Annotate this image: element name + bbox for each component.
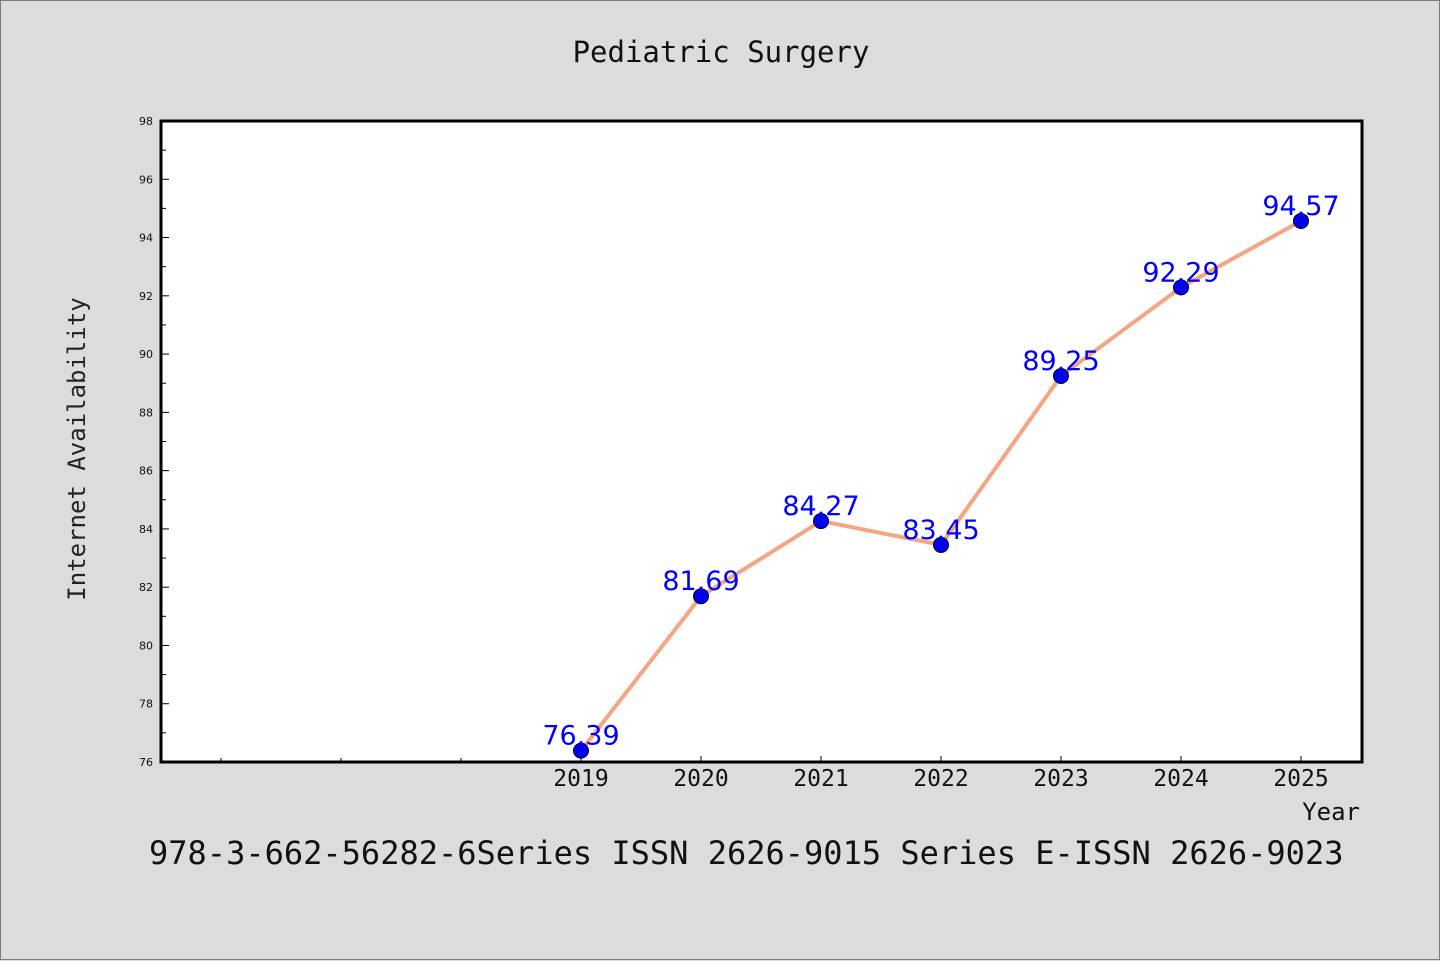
x-axis-title: Year: [1302, 798, 1360, 826]
x-tick-label: 2021: [793, 766, 848, 792]
x-tick-label: 2025: [1273, 766, 1328, 792]
data-label: 92.29: [1142, 257, 1219, 288]
chart-title: Pediatric Surgery: [572, 35, 870, 69]
x-tick-label: 2023: [1033, 766, 1088, 792]
plot-area: [159, 119, 1364, 764]
x-tick-label: 2020: [673, 766, 728, 792]
data-point: [1053, 367, 1069, 384]
x-tick-label: 2024: [1153, 766, 1208, 792]
data-point: [1293, 212, 1309, 229]
data-point: [813, 513, 829, 530]
data-label: 81.69: [662, 566, 739, 597]
y-tick-label: 92: [139, 290, 153, 303]
data-label: 76.39: [542, 721, 619, 752]
data-label: 84.27: [782, 491, 859, 522]
y-tick-label: 80: [139, 639, 153, 652]
y-tick-label: 82: [139, 581, 153, 594]
y-tick-label: 94: [139, 232, 153, 245]
x-tick-label: 2022: [913, 766, 968, 792]
y-tick-label: 96: [139, 173, 153, 186]
data-point: [1173, 279, 1189, 296]
data-point: [933, 536, 949, 553]
y-tick-label: 90: [139, 348, 153, 361]
y-tick-label: 84: [139, 523, 153, 536]
data-label: 89.25: [1022, 346, 1099, 377]
data-point: [573, 742, 589, 759]
x-tick-label: 2019: [553, 766, 608, 792]
data-point: [693, 588, 709, 605]
y-tick-label: 76: [139, 756, 153, 769]
data-label: 83.45: [902, 515, 979, 546]
data-label: 94.57: [1262, 191, 1339, 222]
y-tick-label: 78: [139, 698, 153, 711]
y-tick-label: 98: [139, 115, 153, 128]
y-tick-label: 86: [139, 465, 153, 478]
y-tick-label: 88: [139, 406, 153, 419]
footnote-isbn-issn: 978-3-662-56282-6Series ISSN 2626-9015 S…: [149, 834, 1344, 872]
